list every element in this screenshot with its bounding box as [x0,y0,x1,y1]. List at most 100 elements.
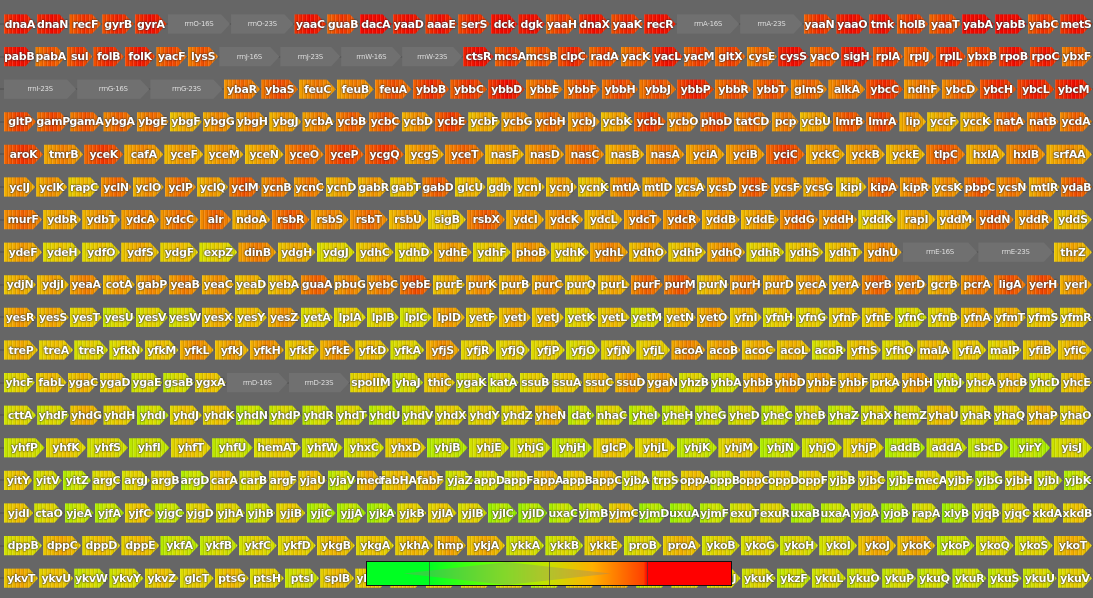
gene-ykgA[interactable]: ykgA [356,534,394,558]
gene-yhaO[interactable]: yhaO [1060,403,1092,427]
gene-rrnI-23S[interactable]: rrnI-23S [4,77,76,101]
gene-purN[interactable]: purN [697,273,729,297]
gene-yesW[interactable]: yesW [169,305,201,329]
gene-nasB[interactable]: nasB [605,142,644,166]
gene-sbcD[interactable]: sbcD [968,436,1009,460]
gene-yceF[interactable]: yceF [164,142,203,166]
gene-ssuC[interactable]: ssuC [583,371,614,395]
gene-yhcA[interactable]: yhcA [966,371,997,395]
gene-yjjA[interactable]: yjjA [337,501,366,525]
gene-yhcF[interactable]: yhcF [4,371,35,395]
gene-yfkM[interactable]: yfkM [145,338,179,362]
gene-yceP[interactable]: yceP [325,142,364,166]
gene-ydcR[interactable]: ydcR [663,208,701,232]
gene-gabD[interactable]: gabD [422,175,454,199]
gene-ycbL[interactable]: ycbL [634,110,666,134]
gene-ycnI[interactable]: ycnI [514,175,545,199]
gene-ybgF[interactable]: ybgF [170,110,202,134]
gene-yfjQ[interactable]: yfjQ [496,338,530,362]
gene-yhjK[interactable]: yhjK [677,436,718,460]
gene-rrnE-23S[interactable]: rrnE-23S [978,240,1053,264]
gene-clpC[interactable]: clpC [558,45,588,69]
gene-ycnB[interactable]: ycnB [261,175,292,199]
gene-yjqB[interactable]: yjqB [972,501,1001,525]
gene-yjiB[interactable]: yjiB [276,501,305,525]
gene-ycbA[interactable]: ycbA [302,110,334,134]
gene-ykoS[interactable]: ykoS [1015,534,1053,558]
gene-aroK[interactable]: aroK [4,142,43,166]
gene-ligA[interactable]: ligA [994,273,1026,297]
gene-yaaN[interactable]: yaaN [804,12,836,36]
gene-yhdN[interactable]: yhdN [236,403,268,427]
gene-purM[interactable]: purM [664,273,696,297]
gene-ydhP[interactable]: ydhP [668,240,706,264]
gene-pcp[interactable]: pcp [772,110,799,134]
gene-purF[interactable]: purF [631,273,663,297]
gene-ykfC[interactable]: ykfC [239,534,277,558]
gene-gamA[interactable]: gamA [69,110,104,134]
gene-yheC[interactable]: yheC [761,403,793,427]
gene-mcsA[interactable]: mcsA [494,45,526,69]
gene-yciA[interactable]: yciA [686,142,725,166]
gene-yfkL[interactable]: yfkL [180,338,214,362]
gene-yhaR[interactable]: yhaR [960,403,992,427]
gene-dnaN[interactable]: dnaN [37,12,68,36]
gene-yesS[interactable]: yesS [37,305,69,329]
gene-yabC[interactable]: yabC [1028,12,1060,36]
gene-purB[interactable]: purB [499,273,531,297]
gene-ydjI[interactable]: ydjI [37,273,69,297]
gene-yhfI[interactable]: yhfI [129,436,170,460]
gene-yceK[interactable]: yceK [84,142,123,166]
gene-yfnB[interactable]: yfnB [928,305,960,329]
gene-ydaB[interactable]: ydaB [1061,175,1092,199]
gene-yhdJ[interactable]: yhdJ [170,403,202,427]
gene-yesZ[interactable]: yesZ [268,305,300,329]
gene-yjbC[interactable]: yjbC [858,468,886,492]
gene-exuT[interactable]: exuT [730,501,759,525]
gene-lysS[interactable]: lysS [188,45,218,69]
gene-tmk[interactable]: tmk [869,12,895,36]
gene-yheN[interactable]: yheN [535,403,567,427]
gene-natB[interactable]: natB [1027,110,1059,134]
gene-ydhT[interactable]: ydhT [825,240,863,264]
gene-ycnC[interactable]: ycnC [294,175,325,199]
gene-carB[interactable]: carB [239,468,267,492]
gene-yirY[interactable]: yirY [1010,436,1051,460]
gene-yfjO[interactable]: yfjO [566,338,600,362]
gene-rapC[interactable]: rapC [68,175,99,199]
gene-ykoP[interactable]: ykoP [937,534,975,558]
gene-ydhF[interactable]: ydhF [473,240,511,264]
gene-dnaX[interactable]: dnaX [579,12,611,36]
gene-carA[interactable]: carA [210,468,238,492]
gene-ybgG[interactable]: ybgG [203,110,235,134]
gene-sigH[interactable]: sigH [841,45,871,69]
gene-ybxB[interactable]: ybxB [967,45,997,69]
gene-ydfS[interactable]: ydfS [121,240,159,264]
gene-ybbR[interactable]: ybbR [715,77,752,101]
gene-hxlB[interactable]: hxlB [1006,142,1045,166]
gene-holB[interactable]: holB [897,12,929,36]
gene-ybbC[interactable]: ybbC [450,77,487,101]
gene-yhdT[interactable]: yhdT [336,403,368,427]
gene-oppB[interactable]: oppB [709,468,740,492]
gene-yabB[interactable]: yabB [995,12,1027,36]
gene-yhjO[interactable]: yhjO [802,436,843,460]
gene-ykoI[interactable]: ykoI [819,534,857,558]
gene-thiC[interactable]: thiC [424,371,455,395]
gene-sul[interactable]: sul [67,45,92,69]
gene-ybbF[interactable]: ybbF [564,77,601,101]
gene-yetO[interactable]: yetO [697,305,729,329]
gene-yjbI[interactable]: yjbI [1034,468,1062,492]
gene-yebC[interactable]: yebC [367,273,399,297]
gene-ydhR[interactable]: ydhR [746,240,784,264]
gene-ykvT[interactable]: ykvT [4,566,38,590]
gene-appB[interactable]: appB [562,468,593,492]
gene-ydhS[interactable]: ydhS [785,240,823,264]
gene-yclO[interactable]: yclO [133,175,164,199]
gene-yfjL[interactable]: yfjL [636,338,670,362]
gene-ydhU[interactable]: ydhU [864,240,902,264]
gene-yjmF[interactable]: yjmF [700,501,729,525]
gene-yhaJ[interactable]: yhaJ [392,371,423,395]
gene-pbpC[interactable]: pbpC [964,175,995,199]
gene-ydfO[interactable]: ydfO [82,240,120,264]
